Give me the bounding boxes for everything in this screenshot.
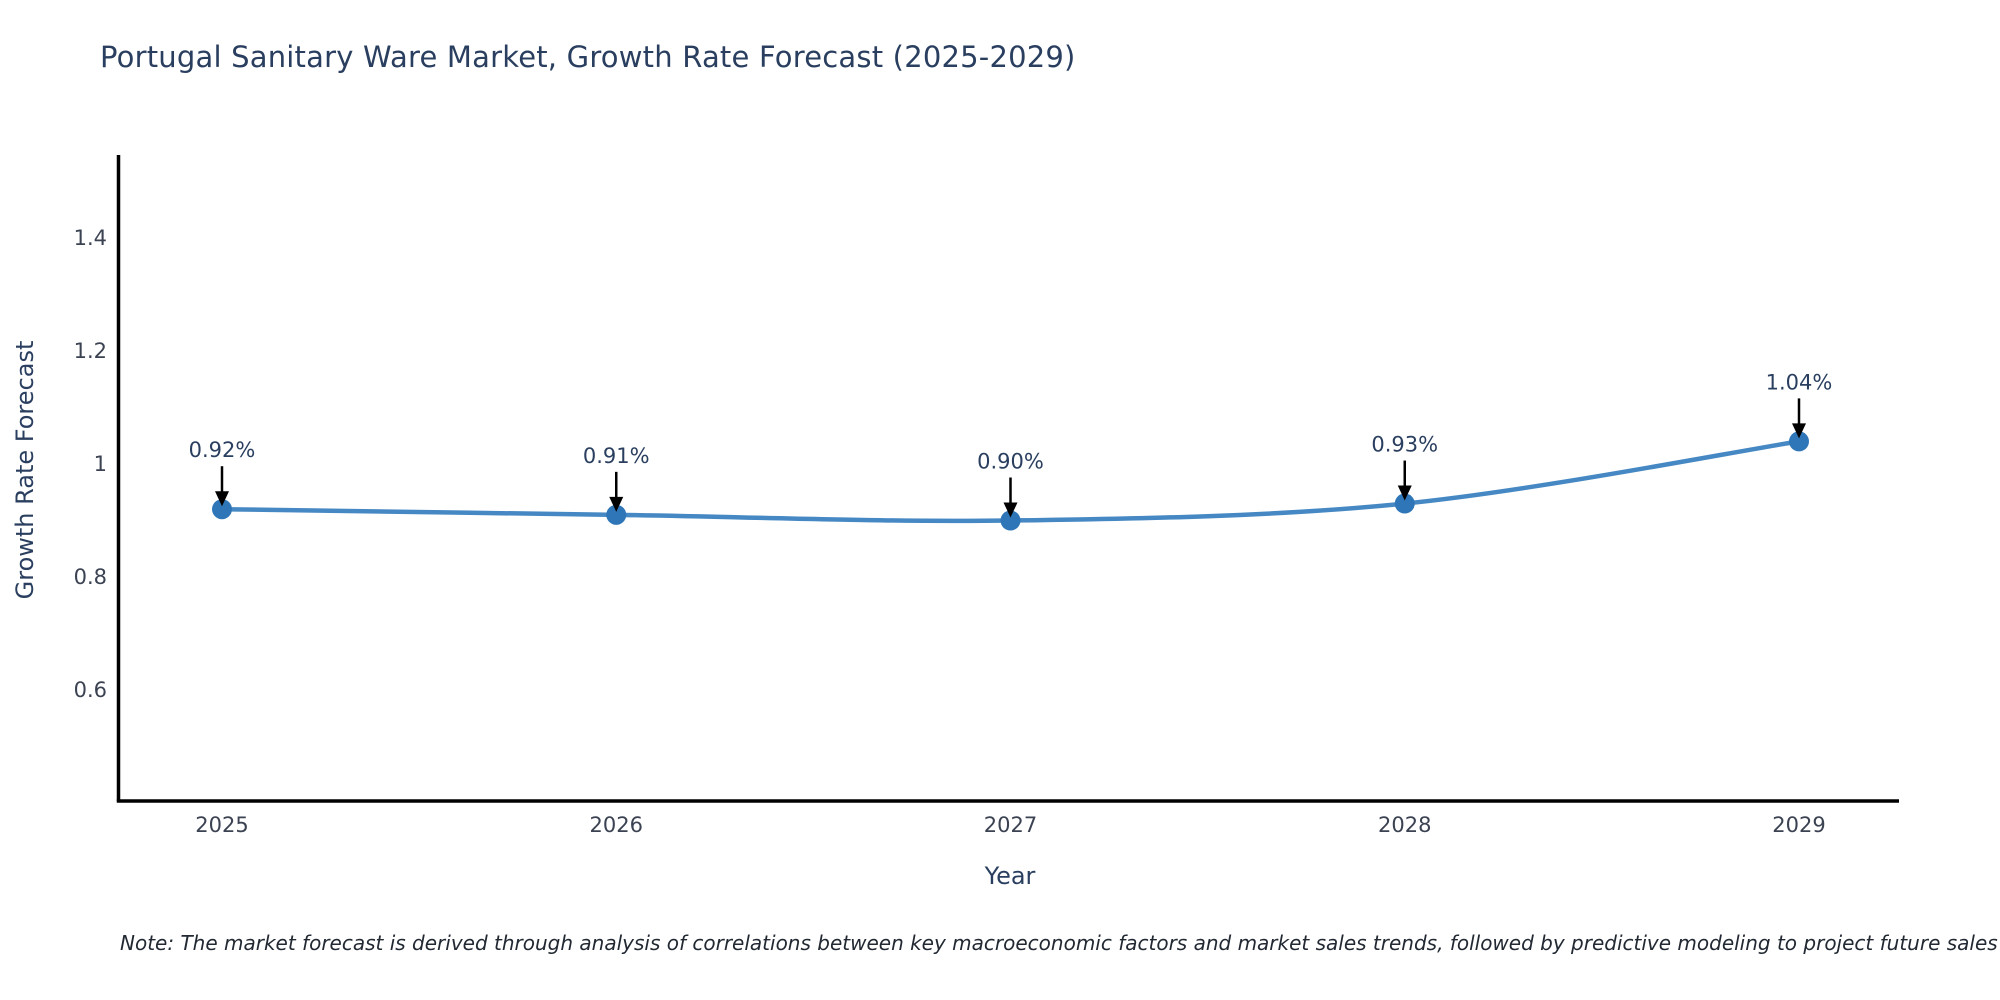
y-tick-label: 1.4 xyxy=(74,226,107,250)
chart-title: Portugal Sanitary Ware Market, Growth Ra… xyxy=(100,40,1076,74)
point-annotation: 0.90% xyxy=(977,450,1044,518)
point-annotation: 1.04% xyxy=(1766,370,1833,439)
x-axis-title: Year xyxy=(984,862,1036,890)
annotation-arrow-head-icon xyxy=(1003,502,1018,518)
x-tick-label: 2026 xyxy=(590,813,643,837)
data-point-marker[interactable] xyxy=(1789,431,1809,452)
x-tick-label: 2029 xyxy=(1772,813,1825,837)
x-tick-label: 2027 xyxy=(984,813,1037,837)
point-annotation-label: 0.93% xyxy=(1371,433,1438,457)
data-point-marker[interactable] xyxy=(606,504,627,525)
data-point-marker[interactable] xyxy=(212,499,232,520)
point-annotation-label: 0.91% xyxy=(583,444,650,468)
y-tick-label: 0.8 xyxy=(74,565,107,589)
y-tick-label: 0.6 xyxy=(74,678,107,702)
point-annotation: 0.92% xyxy=(189,438,256,507)
footnote: Note: The market forecast is derived thr… xyxy=(120,931,1998,955)
data-point-marker[interactable] xyxy=(1394,493,1415,514)
point-annotation-label: 0.90% xyxy=(977,450,1044,474)
point-annotation-label: 1.04% xyxy=(1766,370,1833,394)
annotation-arrow-head-icon xyxy=(1792,423,1806,439)
point-annotation: 0.93% xyxy=(1371,433,1438,501)
annotation-arrow-head-icon xyxy=(609,496,624,512)
point-annotation-label: 0.92% xyxy=(189,438,256,462)
y-tick-label: 1 xyxy=(94,452,107,476)
x-tick-label: 2025 xyxy=(195,813,248,837)
data-point-marker[interactable] xyxy=(1000,510,1021,531)
annotation-arrow-head-icon xyxy=(1397,485,1412,501)
y-tick-label: 1.2 xyxy=(74,339,107,363)
y-axis-title-text: Growth Rate Forecast xyxy=(11,340,39,600)
x-tick-label: 2028 xyxy=(1378,813,1431,837)
point-annotation: 0.91% xyxy=(583,444,650,512)
annotation-arrow-head-icon xyxy=(215,491,229,507)
